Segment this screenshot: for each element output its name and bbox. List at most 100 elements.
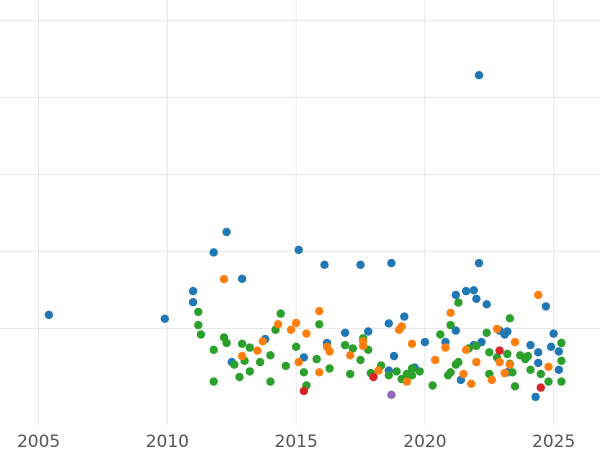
data-point-green [446,320,455,330]
data-point-green [407,364,417,373]
data-point-orange [431,355,440,365]
data-point-orange [492,324,502,334]
data-point-blue [474,258,484,268]
data-point-blue [482,300,491,309]
data-point-blue [472,294,481,303]
data-point-green [454,357,463,367]
data-point-green [557,377,566,386]
data-point-blue [534,358,543,368]
x-tick-label: 2010 [146,432,189,450]
data-point-orange [291,318,301,328]
data-point-green [222,338,231,348]
data-point-blue [549,329,558,338]
data-point-green [392,367,401,376]
data-point-blue [531,392,540,402]
data-point-orange [237,351,247,361]
data-point-blue [364,327,373,336]
data-point-green [544,377,553,386]
data-point-orange [402,377,412,386]
data-point-green [482,328,491,337]
data-point-orange [510,337,520,347]
data-point-orange [219,275,229,284]
data-point-orange [472,357,481,367]
data-point-green [505,314,515,323]
data-point-orange [294,357,303,367]
data-point-blue [554,365,563,374]
data-point-orange [253,346,262,355]
data-point-blue [461,286,471,296]
data-point-orange [397,322,406,331]
data-point-blue [451,290,460,300]
data-point-green [454,298,463,307]
data-point-green [194,320,203,330]
data-point-blue [237,274,247,283]
data-point-green [557,356,566,365]
data-point-blue [554,347,563,356]
data-point-blue [209,248,218,257]
x-axis-tick-labels: 2005 2010 2015 2020 2025 [17,432,575,450]
data-point-green [209,377,218,386]
data-point-green [299,368,309,377]
gridlines [0,0,600,425]
data-point-green [245,343,254,352]
x-tick-label: 2015 [275,432,318,450]
data-point-green [348,344,357,353]
data-point-orange [273,320,283,329]
data-point-green [237,339,247,348]
data-point-blue [420,337,430,347]
data-point-blue [526,340,535,350]
data-point-blue [356,260,365,269]
data-point-green [266,351,275,360]
data-point-blue [389,351,399,361]
data-point-orange [544,362,553,371]
data-point-green [415,367,424,376]
data-point-green [356,355,365,365]
data-point-orange [461,345,471,354]
data-point-green [436,330,445,339]
data-point-orange [358,341,368,351]
data-point-green [235,372,244,382]
data-point-orange [315,306,324,316]
data-point-orange [407,339,417,348]
data-point-orange [505,360,515,369]
data-point-orange [495,357,504,367]
data-point-blue [474,71,484,80]
data-point-blue [469,286,478,295]
data-point-blue [400,312,409,321]
data-point-orange [258,337,267,346]
data-point-green [209,345,218,354]
data-point-green [230,360,239,369]
data-point-green [472,341,481,351]
data-points [44,71,566,402]
data-point-green [340,340,350,350]
data-point-green [312,354,321,364]
data-point-blue [294,245,303,255]
data-point-orange [459,369,468,379]
data-point-green [266,377,275,386]
data-point-blue [451,326,460,335]
data-point-green [526,365,535,374]
data-point-orange [322,342,332,351]
data-point-red [495,346,504,355]
data-point-green [485,348,494,357]
data-point-blue [160,314,169,323]
data-point-orange [534,290,543,300]
data-point-green [291,342,301,351]
data-point-green [276,309,285,318]
data-point-red [536,383,545,392]
data-point-blue [44,310,54,320]
data-point-green [521,354,530,364]
data-point-green [508,368,517,377]
data-point-blue [387,258,396,268]
data-point-orange [346,351,355,360]
data-point-blue [546,342,556,351]
data-point-red [299,386,309,396]
data-point-green [196,330,206,339]
data-point-green [245,367,254,376]
data-point-green [510,382,520,391]
data-point-green [428,381,437,390]
data-point-green [384,371,393,380]
data-point-purple [387,390,396,399]
data-point-red [369,372,378,382]
